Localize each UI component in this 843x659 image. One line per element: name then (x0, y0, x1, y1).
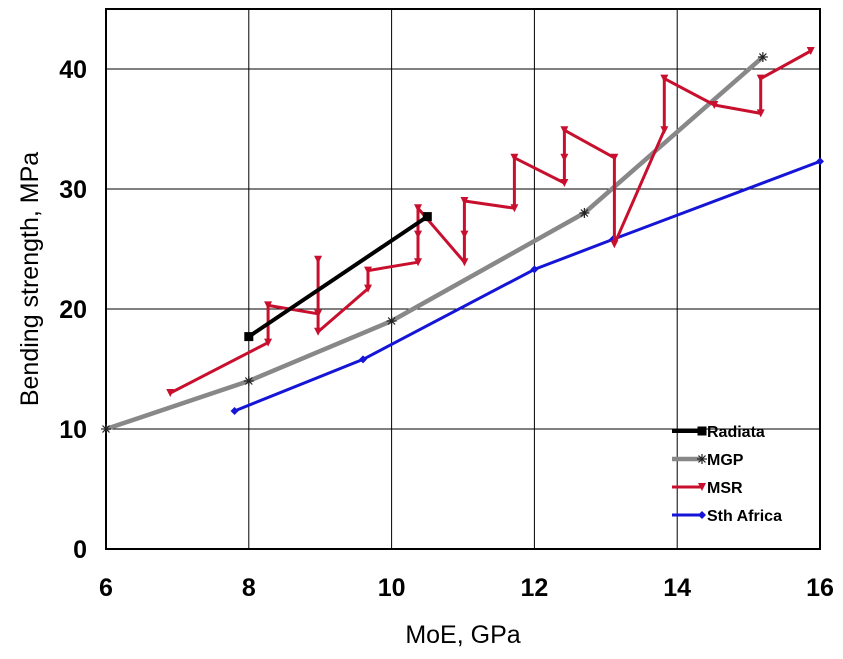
y-tick-labels: 0 10 20 30 40 (59, 56, 87, 564)
data-point-msr (756, 109, 765, 118)
data-point-msr (166, 389, 175, 397)
data-point-msr (314, 327, 323, 336)
data-point-sth-africa (530, 265, 539, 274)
data-point-msr (364, 284, 373, 293)
x-tick-label: 10 (378, 574, 406, 602)
data-point-mgp (386, 316, 397, 326)
y-tick-label: 0 (73, 536, 87, 564)
data-point-msr (414, 204, 423, 213)
data-point-radiata (422, 212, 432, 222)
legend-marker (697, 454, 707, 464)
data-point-sth-africa (816, 157, 824, 166)
data-point-msr (610, 153, 619, 162)
data-point-sth-africa (230, 407, 239, 415)
plot-frame (105, 8, 821, 550)
data-point-msr (264, 301, 273, 310)
series-mgp (101, 52, 768, 434)
y-axis-title: Bending strength, MPa (16, 152, 44, 406)
data-point-msr (660, 74, 669, 83)
data-point-msr (364, 266, 373, 275)
legend-marker (698, 483, 706, 491)
data-point-msr (660, 126, 669, 135)
x-tick-labels: 6 8 10 12 14 16 (99, 574, 834, 602)
data-point-msr (756, 74, 765, 83)
series-radiata (244, 212, 432, 342)
data-point-msr (510, 153, 519, 162)
data-point-msr (414, 258, 423, 267)
data-point-msr (460, 230, 469, 239)
data-point-msr (710, 101, 719, 109)
data-point-mgp (243, 376, 254, 386)
data-point-msr (264, 338, 273, 347)
data-point-msr (314, 255, 323, 264)
data-point-msr (806, 47, 815, 55)
x-tick-label: 14 (663, 574, 691, 602)
data-point-msr (314, 309, 323, 318)
data-point-msr (460, 197, 469, 205)
legend-label: Sth Africa (707, 508, 782, 525)
y-tick-label: 40 (59, 56, 87, 84)
series-msr (166, 47, 815, 397)
data-point-msr (510, 204, 519, 213)
data-point-msr (610, 240, 619, 249)
legend-marker (698, 511, 706, 519)
series-layer (101, 47, 824, 434)
x-axis-title: MoE, GPa (405, 621, 520, 649)
data-point-mgp (757, 52, 768, 62)
y-tick-label: 30 (59, 176, 87, 204)
legend-label: MGP (707, 452, 744, 469)
data-point-mgp (101, 424, 111, 434)
data-point-msr (414, 230, 423, 239)
x-tick-label: 16 (806, 574, 834, 602)
data-point-msr (560, 126, 569, 135)
legend-label: MSR (707, 480, 743, 497)
legend-item-sth-africa: Sth Africa (672, 508, 782, 525)
data-point-mgp (579, 208, 590, 218)
x-tick-label: 6 (99, 574, 113, 602)
data-point-msr (560, 179, 569, 187)
legend-item-msr: MSR (672, 480, 743, 497)
legend: Radiata MGP MSR Sth Africa (672, 424, 782, 525)
x-tick-label: 12 (520, 574, 548, 602)
x-tick-label: 8 (242, 574, 256, 602)
legend-item-radiata: Radiata (672, 424, 765, 441)
y-tick-label: 10 (59, 416, 87, 444)
legend-label: Radiata (707, 424, 765, 441)
legend-marker (697, 426, 707, 436)
data-point-msr (460, 258, 469, 267)
data-point-sth-africa (359, 355, 368, 364)
series-line-radiata (247, 214, 429, 339)
data-point-msr (560, 153, 569, 162)
y-tick-label: 20 (59, 296, 87, 324)
data-point-radiata (244, 332, 254, 342)
legend-item-mgp: MGP (672, 452, 744, 469)
